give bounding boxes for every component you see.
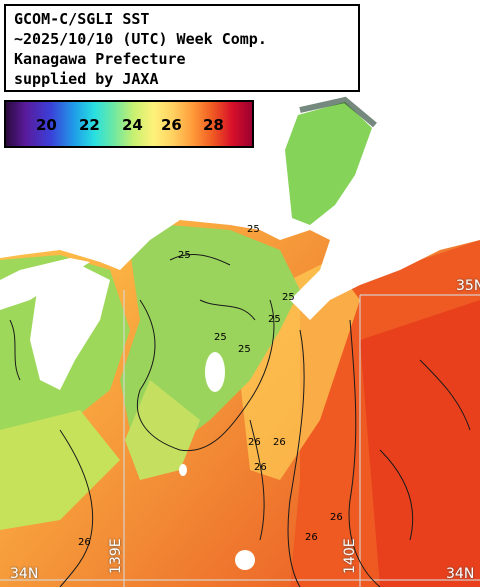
contour-lines	[9, 254, 471, 587]
legend-tick-26: 26	[161, 116, 182, 134]
title-line-3: Kanagawa Prefecture	[14, 50, 186, 68]
contour-label: 25	[214, 332, 227, 343]
title-line-4: supplied by JAXA	[14, 70, 159, 88]
contour-label: 25	[247, 224, 260, 235]
legend-tick-22: 22	[79, 116, 100, 134]
lat-label-34n-left: 34N	[10, 566, 39, 582]
lon-label-139e: 139E	[108, 538, 124, 574]
legend-tick-20: 20	[36, 116, 57, 134]
color-scale-legend: 20 22 24 26 28	[4, 100, 254, 148]
title-line-2: ~2025/10/10 (UTC) Week Comp.	[14, 30, 267, 48]
contour-label: 26	[254, 462, 267, 473]
contour-label: 26	[273, 437, 286, 448]
title-line-1: GCOM-C/SGLI SST	[14, 10, 150, 28]
lon-label-140e: 140E	[342, 538, 358, 574]
hot-current-region	[360, 300, 480, 587]
contour-label: 26	[78, 537, 91, 548]
contour-label: 25	[178, 250, 191, 261]
lat-label-34n-right: 34N	[446, 566, 475, 582]
island-tiny	[179, 464, 187, 476]
contour-label: 25	[238, 344, 251, 355]
legend-tick-28: 28	[203, 116, 224, 134]
light-green-water	[125, 380, 200, 480]
contour-label: 25	[282, 292, 295, 303]
island-oshima	[205, 352, 225, 392]
lat-label-35n-right: 35N	[456, 278, 480, 294]
legend-tick-24: 24	[122, 116, 143, 134]
tokyo-bay-inner	[285, 102, 372, 225]
contour-label: 26	[248, 437, 261, 448]
contour-label: 26	[330, 512, 343, 523]
land-miura-west	[30, 265, 110, 390]
tokyo-bay-dark-edge	[299, 96, 377, 128]
green-coastal-water-south-west	[0, 410, 120, 530]
title-box: GCOM-C/SGLI SST ~2025/10/10 (UTC) Week C…	[4, 4, 360, 92]
island-small-south	[235, 550, 255, 570]
contour-label: 25	[268, 314, 281, 325]
contour-label-group: 25 25 25 25 25 26 26 26 26 26 25 26	[78, 224, 343, 548]
contour-label: 26	[305, 532, 318, 543]
